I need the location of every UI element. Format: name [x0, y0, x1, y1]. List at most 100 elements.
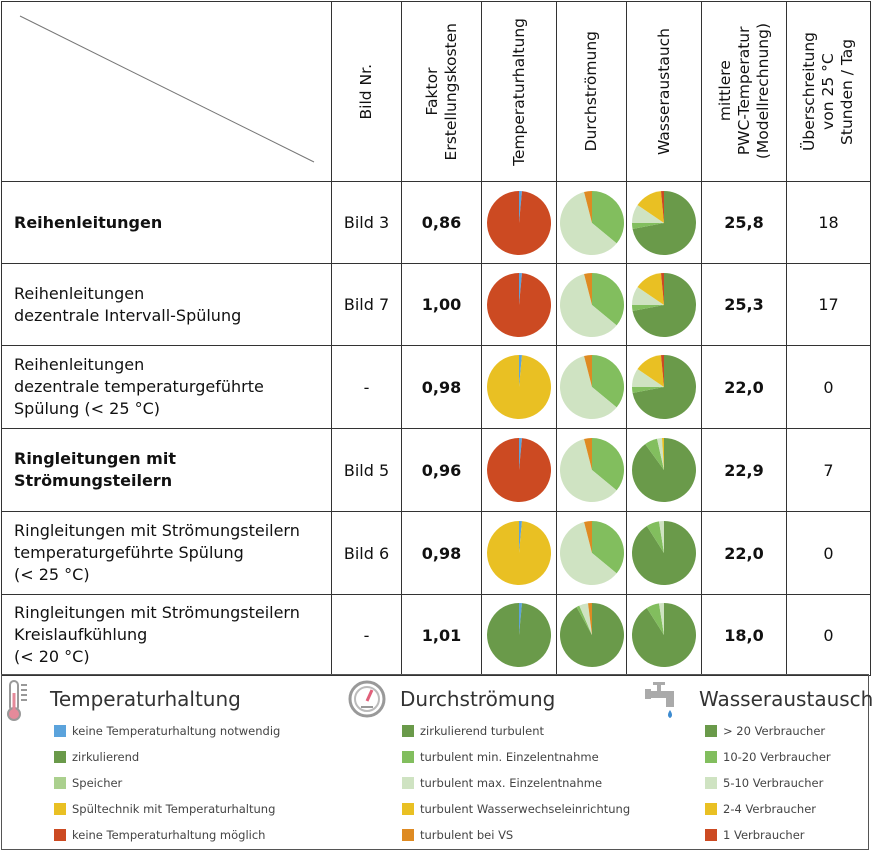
header-temperaturhaltung: Temperaturhaltung: [481, 1, 557, 182]
legend-item: turbulent bei VS: [402, 828, 513, 842]
diagonal-line: [19, 15, 315, 163]
temperaturhaltung-pie: [481, 511, 557, 595]
pie-slice-pale-green: [632, 204, 664, 223]
pie-chart: [559, 355, 624, 420]
gauge-icon: [347, 679, 387, 723]
header-faktor: Faktor Erstellungskosten: [401, 1, 482, 182]
pie-slice-orange: [583, 190, 592, 223]
legend-swatch: [402, 751, 414, 763]
temperaturhaltung-pie: [481, 345, 557, 429]
pie-slice-dark-green: [632, 190, 697, 255]
variant-name: Ringleitungen mit Strömungsteilern: [1, 428, 332, 512]
table-row: Ringleitungen mit Strömungsteilern tempe…: [1, 511, 871, 595]
legend-swatch: [705, 777, 717, 789]
temperaturhaltung-pie: [481, 594, 557, 676]
pie-slice-mid-green: [576, 605, 592, 635]
pie-slice-mid-green: [646, 603, 664, 635]
pie-slice-mid-green: [646, 521, 664, 553]
legend-swatch: [402, 777, 414, 789]
pie-chart: [487, 438, 552, 502]
durchstroemung-pie: [556, 181, 627, 264]
wasseraustausch-pie: [626, 181, 702, 264]
bild-nr: -: [331, 594, 402, 676]
legend-swatch: [705, 751, 717, 763]
legend-item: turbulent max. Einzelentnahme: [402, 776, 602, 790]
durchstroemung-pie: [556, 511, 627, 595]
wasseraustausch-pie: [626, 428, 702, 512]
pie-slice-mid-green: [591, 355, 624, 408]
pie-slice-pale-green: [559, 273, 617, 337]
legend-item: 2-4 Verbraucher: [705, 802, 816, 816]
bild-nr: Bild 6: [331, 511, 402, 595]
pie-slice-mid-green: [591, 190, 624, 243]
pie-slice-red: [487, 272, 552, 337]
legend-swatch: [705, 829, 717, 841]
variant-name: Reihenleitungen dezentrale Intervall-Spü…: [1, 263, 332, 346]
durchstroemung-pie: [556, 428, 627, 512]
legend-item: 1 Verbraucher: [705, 828, 805, 842]
durchstroemung-pie: [556, 263, 627, 346]
pie-chart: [487, 190, 552, 255]
pie-slice-orange: [583, 355, 592, 387]
header-bild-nr: Bild Nr.: [331, 1, 402, 182]
table-row: Reihenleitungen dezentrale Intervall-Spü…: [1, 263, 871, 346]
pie-slice-pale-green: [658, 603, 664, 635]
pie-chart: [632, 355, 697, 419]
faktor-value: 1,00: [401, 263, 482, 346]
pie-slice-pale-green: [632, 369, 664, 387]
table-row: Ringleitungen mit Strömungsteilern Kreis…: [1, 594, 871, 676]
legend-item: keine Temperaturhaltung notwendig: [54, 724, 280, 738]
legend-swatch: [402, 803, 414, 815]
legend-swatch: [402, 725, 414, 737]
pie-slice-pale-green: [658, 521, 664, 553]
pie-slice-red: [487, 190, 552, 255]
legend-swatch: [54, 725, 66, 737]
pie-slice-pale-green: [559, 191, 617, 255]
legend-item: keine Temperaturhaltung möglich: [54, 828, 265, 842]
pie-chart: [559, 438, 624, 503]
wasseraustausch-pie: [626, 263, 702, 346]
legend-item: Spültechnik mit Temperaturhaltung: [54, 802, 275, 816]
pie-slice-mid-green: [632, 304, 664, 311]
pie-slice-dark-green: [487, 603, 552, 667]
mittlere-temperatur-value: 25,8: [701, 181, 787, 264]
pie-slice-red: [660, 190, 664, 223]
legend-title: Wasseraustausch: [699, 687, 872, 711]
pie-slice-dark-green: [631, 521, 696, 585]
pie-chart: [631, 521, 696, 585]
pie-chart: [559, 521, 624, 586]
legend-swatch: [54, 751, 66, 763]
pie-slice-yellow: [637, 355, 664, 387]
pie-slice-yellow: [637, 272, 664, 305]
pie-slice-pale-green: [632, 286, 664, 305]
legend-swatch: [54, 777, 66, 789]
diagonal-corner-cell: [1, 1, 332, 182]
pie-slice-red: [660, 272, 664, 305]
legend-item: turbulent Wasserwechseleinrichtung: [402, 802, 630, 816]
pie-chart: [632, 272, 697, 337]
faktor-value: 0,96: [401, 428, 482, 512]
legend: Temperaturhaltung keine Temperaturhaltung…: [1, 674, 872, 850]
pie-chart: [487, 521, 552, 585]
ueberschreitung-value: 7: [786, 428, 871, 512]
faucet-icon: [645, 679, 679, 723]
legend-swatch: [402, 829, 414, 841]
pie-slice-mid-green: [591, 521, 624, 574]
pie-slice-blue: [519, 272, 523, 305]
pie-slice-yellow: [487, 355, 552, 419]
wasseraustausch-pie: [626, 511, 702, 595]
pie-slice-dark-green: [559, 603, 624, 667]
pie-slice-blue: [519, 521, 523, 553]
wasseraustausch-pie: [626, 345, 702, 429]
pie-slice-pale-green: [559, 356, 617, 420]
legend-item: zirkulierend: [54, 750, 139, 764]
pie-chart: [632, 190, 697, 255]
pie-slice-blue: [519, 190, 523, 223]
pie-slice-dark-green: [631, 603, 696, 667]
legend-swatch: [54, 803, 66, 815]
temperaturhaltung-pie: [481, 263, 557, 346]
faktor-value: 0,86: [401, 181, 482, 264]
pie-chart: [487, 272, 552, 337]
bild-nr: Bild 5: [331, 428, 402, 512]
